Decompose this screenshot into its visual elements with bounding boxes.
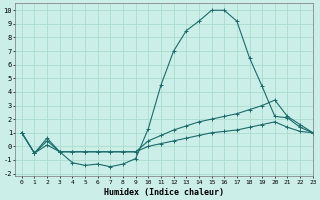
- X-axis label: Humidex (Indice chaleur): Humidex (Indice chaleur): [104, 188, 224, 197]
